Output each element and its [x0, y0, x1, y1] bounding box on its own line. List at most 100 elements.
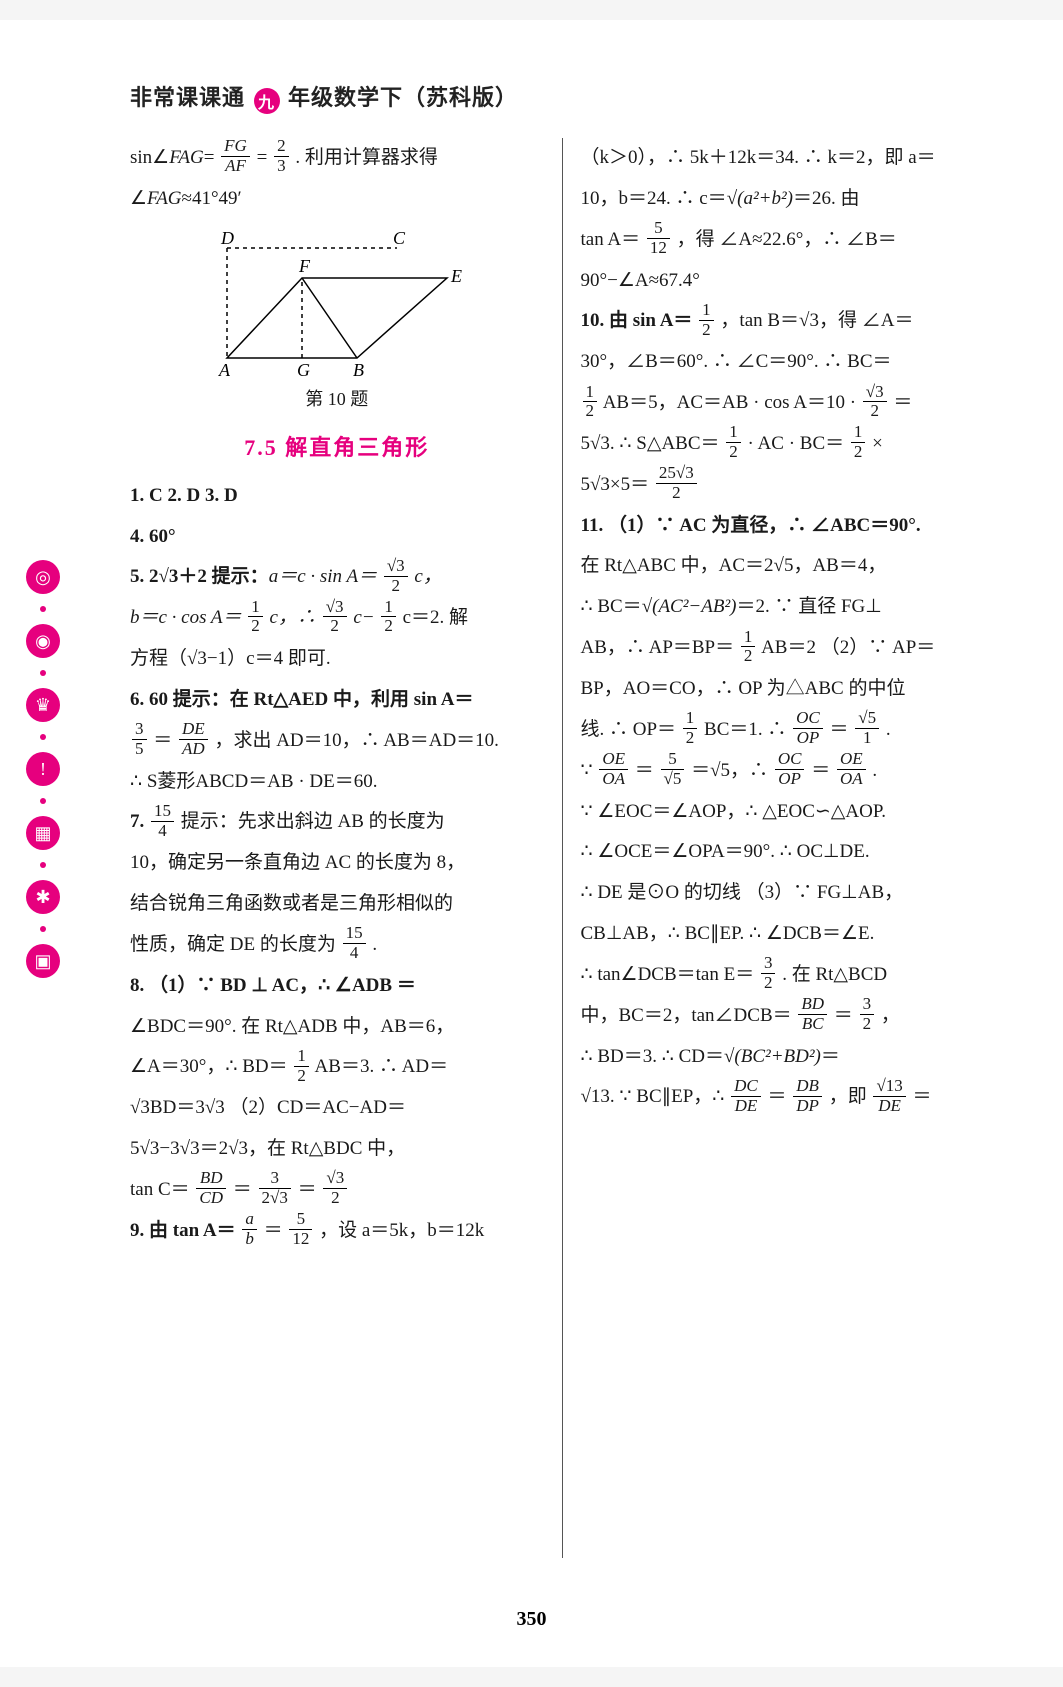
label-F: F [298, 256, 311, 276]
t: . 在 Rt△BCD [782, 964, 887, 985]
math-line: 中，BC＝2，tan∠DCB＝ BDBC ＝ 32 ， [581, 996, 994, 1037]
num: OC [775, 750, 805, 770]
fraction: 12 [683, 709, 698, 747]
den: 2 [323, 1189, 347, 1208]
den: AF [221, 157, 250, 176]
fraction: DBDP [793, 1077, 822, 1115]
num: 1 [851, 423, 866, 443]
t: ＝26. 由 [793, 188, 860, 209]
math-line: 6. 60 提示：在 Rt△AED 中，利用 sin A＝ [130, 680, 544, 721]
math-line: 5√3−3√3＝2√3，在 Rt△BDC 中， [130, 1129, 544, 1170]
t: tan C＝ [130, 1179, 190, 1200]
t: 10，b＝24. ∴ c＝ [581, 188, 727, 209]
den: 5 [132, 740, 147, 759]
den: 2 [323, 617, 347, 636]
num: 1 [699, 301, 714, 321]
t: BC＝1. ∴ [704, 719, 791, 740]
t: ＝√5，∴ [691, 760, 773, 781]
fraction: DEAD [179, 720, 208, 758]
fraction: 154 [151, 802, 174, 840]
t: ＝ [233, 1179, 252, 1200]
t: ＝2. ∵ 直径 FG⊥ [736, 596, 881, 617]
den: 2 [381, 617, 396, 636]
math-line: 90°−∠A≈67.4° [581, 261, 994, 302]
side-dot [40, 606, 46, 612]
t: ∵ [581, 760, 598, 781]
den: 2 [741, 647, 756, 666]
num: 5 [289, 1210, 312, 1230]
t: 6. 60 提示：在 Rt△AED 中，利用 sin A＝ [130, 689, 473, 710]
t: 5√3. ∴ S△ABC＝ [581, 433, 720, 454]
fraction: √32 [384, 557, 408, 595]
side-icon: ▦ [26, 816, 60, 850]
t: √13. ∵ BC∥EP，∴ [581, 1086, 730, 1107]
t: ∠ [130, 188, 147, 209]
fraction: FGAF [221, 137, 250, 175]
math-line: 结合锐角三角函数或者是三角形相似的 [130, 884, 544, 925]
num: 5 [647, 219, 670, 239]
den: AD [179, 740, 208, 759]
fraction: 512 [647, 219, 670, 257]
t: ≈41°49′ [182, 188, 242, 209]
right-column: （k＞0），∴ 5k＋12k＝34. ∴ k＝2，即 a＝ 10，b＝24. ∴… [562, 138, 994, 1558]
num: 1 [726, 423, 741, 443]
t: ＝ [264, 1220, 283, 1241]
t: ＝ [834, 1005, 853, 1026]
left-column: sin∠FAG= FGAF = 23 . 利用计算器求得 ∠FAG≈41°49′ [130, 138, 562, 1558]
fraction: √32 [323, 598, 347, 636]
fraction: 32 [761, 954, 776, 992]
two-column-body: sin∠FAG= FGAF = 23 . 利用计算器求得 ∠FAG≈41°49′ [130, 138, 993, 1558]
math-line: ∠A＝30°，∴ BD＝ 12 AB＝3. ∴ AD＝ [130, 1047, 544, 1088]
t: 5. 2√3＋2 提示： [130, 566, 269, 587]
t: ＝ [298, 1179, 317, 1200]
den: b [242, 1230, 257, 1249]
num: FG [221, 137, 250, 157]
side-dot [40, 926, 46, 932]
den: 2 [699, 321, 714, 340]
side-dot [40, 862, 46, 868]
den: 2 [683, 729, 698, 748]
t: ＝ [830, 719, 849, 740]
label-E: E [450, 266, 462, 286]
num: √3 [323, 1169, 347, 1189]
math-line: 5√3×5＝ 25√32 [581, 465, 994, 506]
math-line: 方程（√3−1）c＝4 即可. [130, 639, 544, 680]
t: ＝ [811, 760, 830, 781]
num: BD [196, 1169, 226, 1189]
t: 8. （1）∵ BD ⊥ AC，∴ ∠ADB ＝ [130, 975, 416, 996]
fraction: OCOP [775, 750, 805, 788]
t: √(AC²−AB²) [642, 596, 737, 617]
fraction: √51 [855, 709, 879, 747]
grade-badge-icon: 九 [254, 88, 280, 114]
num: OC [793, 709, 823, 729]
den: 3 [274, 157, 289, 176]
side-icon: ▣ [26, 944, 60, 978]
t: FAG [169, 147, 203, 168]
math-line: 性质，确定 DE 的长度为 154 . [130, 925, 544, 966]
fraction: 12 [699, 301, 714, 339]
t: ＝ [635, 760, 654, 781]
side-icon: ◎ [26, 560, 60, 594]
math-line: ∵ OEOA ＝ 5√5 ＝√5，∴ OCOP ＝ OEOA . [581, 751, 994, 792]
t: ，设 a＝5k，b＝12k [319, 1220, 484, 1241]
label-G: G [297, 360, 310, 378]
math-line: √13. ∵ BC∥EP，∴ DCDE ＝ DBDP ，即 √13DE ＝ [581, 1077, 994, 1118]
den: DP [793, 1097, 822, 1116]
fraction: 25√32 [656, 464, 697, 502]
math-line: ∴ tan∠DCB＝tan E＝ 32 . 在 Rt△BCD [581, 955, 994, 996]
book-header: 非常课课通 九 年级数学下（苏科版） [130, 80, 993, 114]
num: 1 [381, 598, 396, 618]
math-line: 12 AB＝5，AC＝AB · cos A＝10 · √32 ＝ [581, 383, 994, 424]
fraction: 32√3 [259, 1169, 291, 1207]
t: a＝c · sin A＝ [269, 566, 377, 587]
t: ＝ [153, 730, 172, 751]
fraction: √32 [323, 1169, 347, 1207]
math-line: 35 ＝ DEAD ，求出 AD＝10，∴ AB＝AD＝10. [130, 721, 544, 762]
num: DE [179, 720, 208, 740]
num: 1 [294, 1047, 309, 1067]
header-suffix: 年级数学下（苏科版） [288, 85, 518, 110]
math-line: ∴ S菱形ABCD＝AB · DE＝60. [130, 762, 544, 803]
den: 2 [860, 1015, 875, 1034]
t: · AC · BC＝ [748, 433, 845, 454]
num: 1 [683, 709, 698, 729]
